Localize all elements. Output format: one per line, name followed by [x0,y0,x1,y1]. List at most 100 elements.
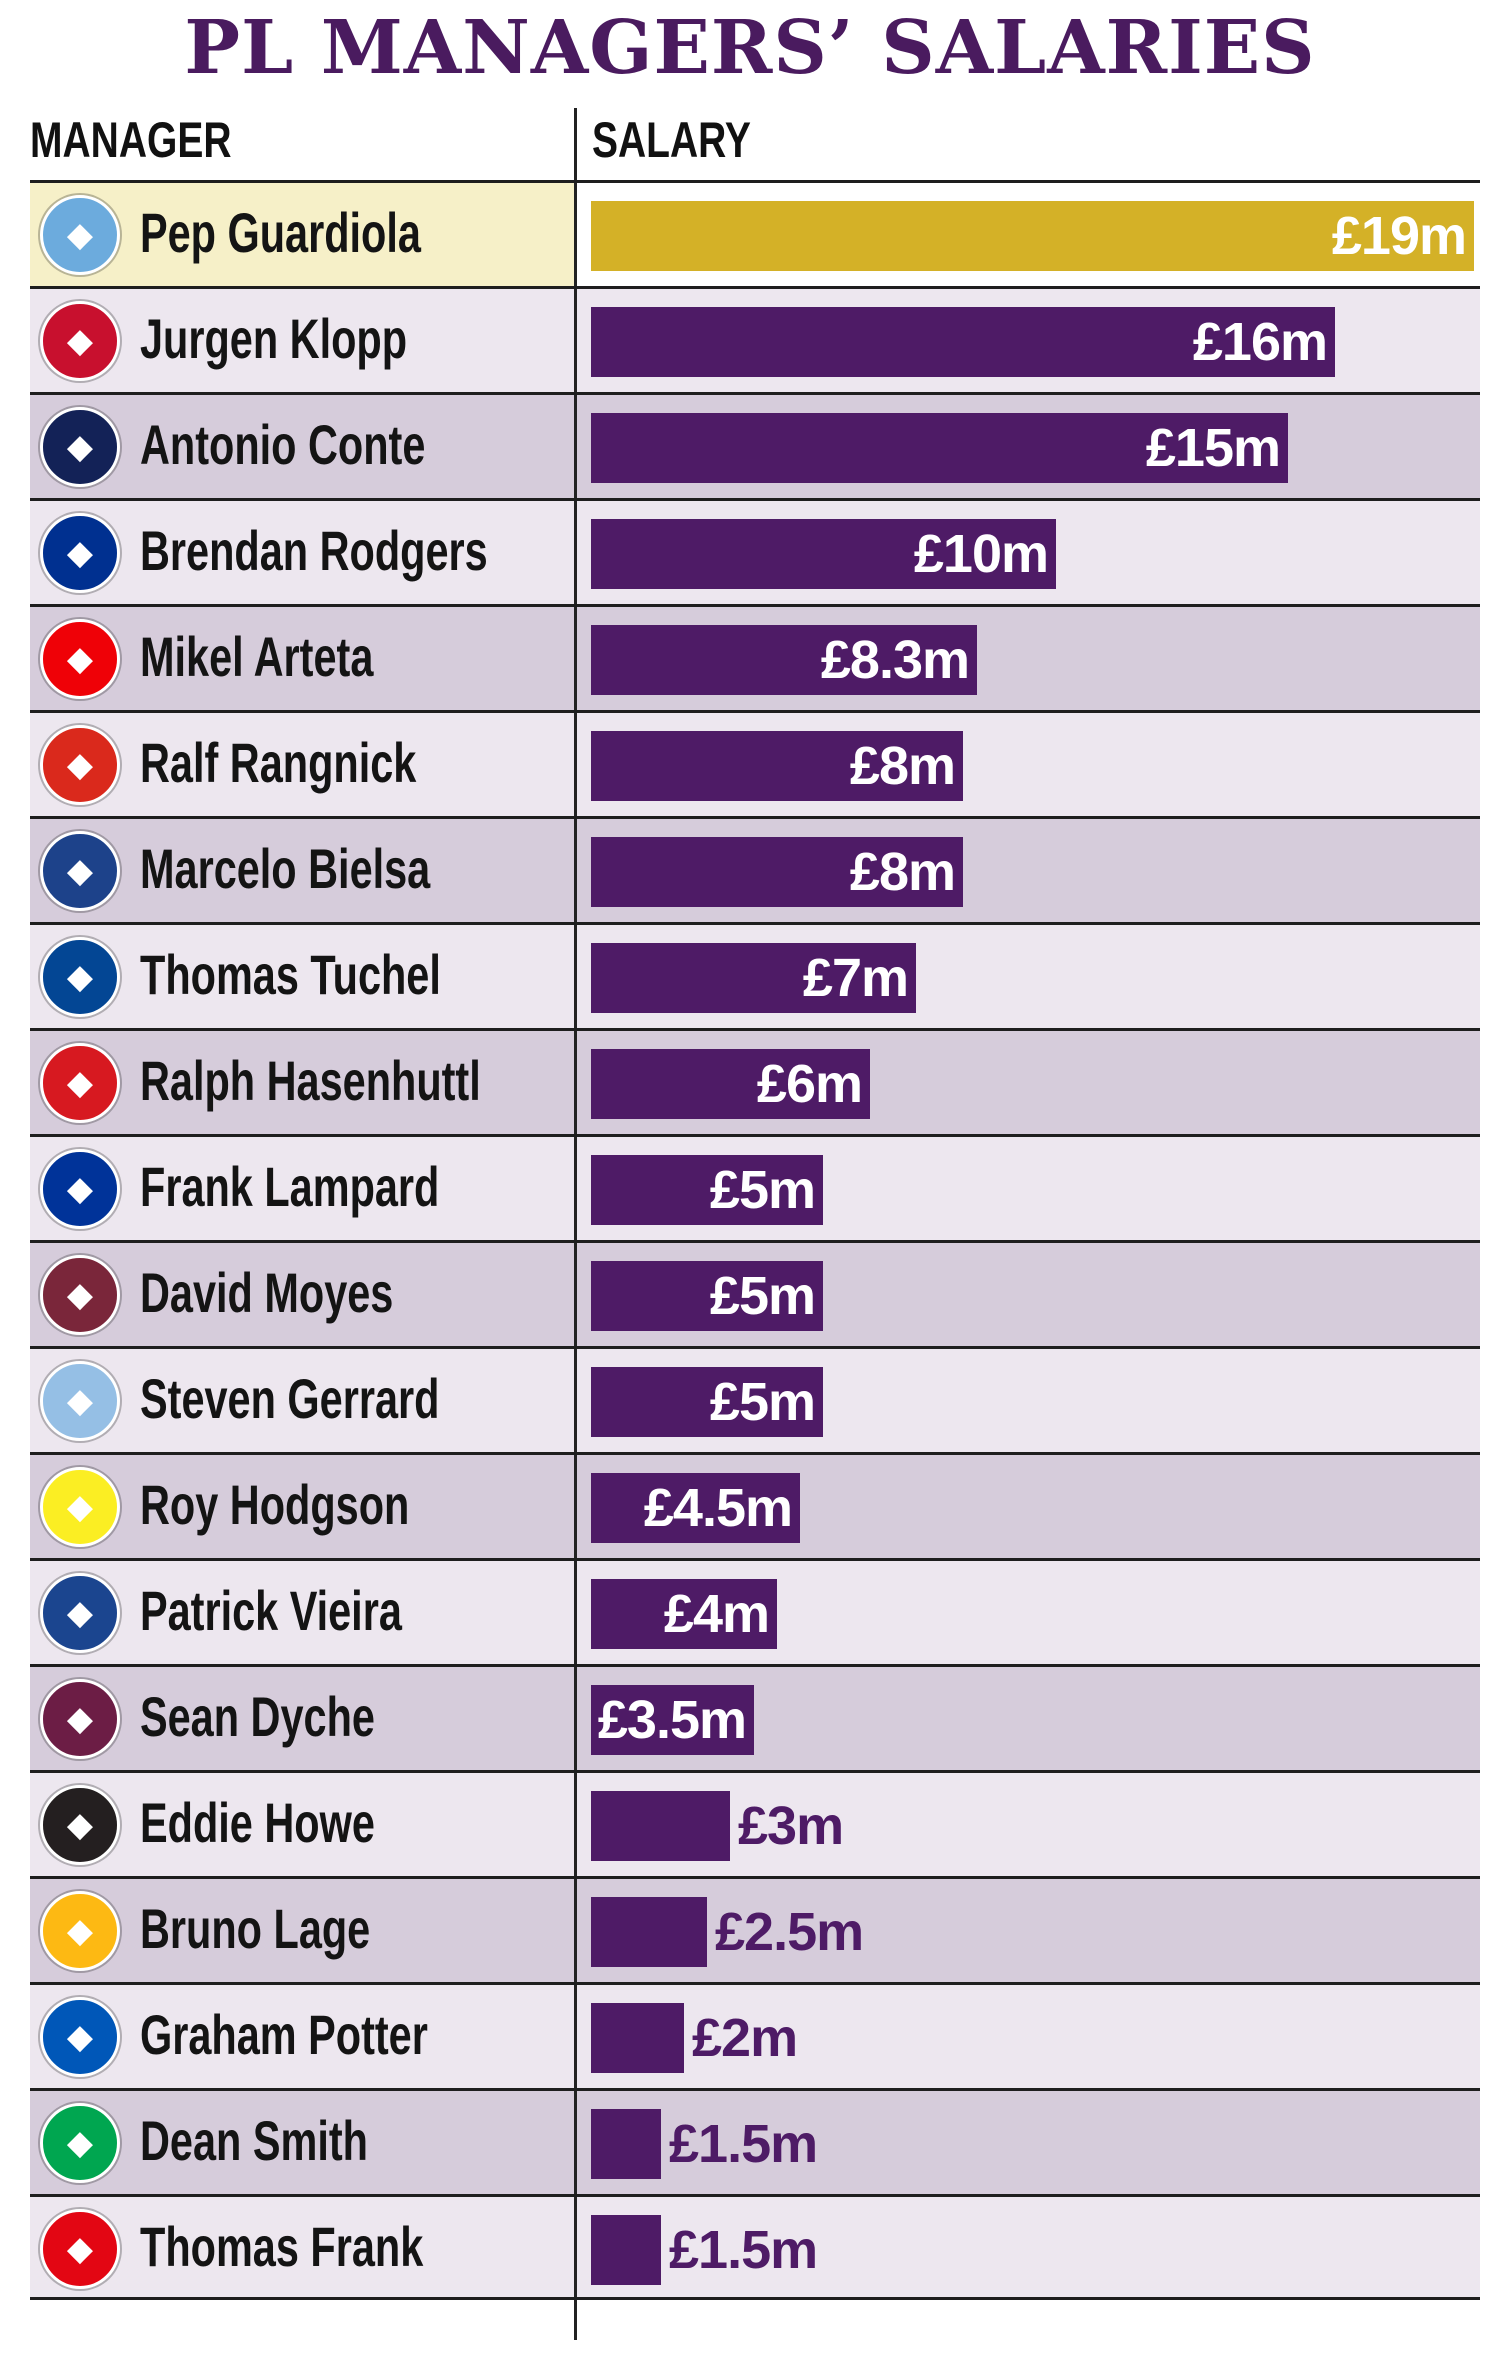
manager-name: Roy Hodgson [140,1473,410,1536]
salary-bar [591,943,916,1013]
salary-cell: £6m [577,1031,1480,1134]
salary-label: £5m [709,1372,816,1432]
salary-bar [591,2003,684,2073]
everton-crest-icon: ◆ [40,1149,120,1229]
manager-name: Jurgen Klopp [140,307,408,370]
manager-name: Ralf Rangnick [140,731,417,794]
salary-bar [591,837,963,907]
salary-cell: £5m [577,1137,1480,1240]
table-row: ◆ Thomas Frank £1.5m [30,2194,1480,2300]
salary-cell: £8m [577,713,1480,816]
salary-cell: £19m [577,183,1480,286]
manager-name: Bruno Lage [140,1897,371,1960]
manager-cell: ◆ Jurgen Klopp [30,289,574,392]
salary-cell: £3.5m [577,1667,1480,1770]
manager-cell: ◆ Bruno Lage [30,1879,574,1982]
salary-cell: £7m [577,925,1480,1028]
salary-label: £10m [913,524,1049,584]
burnley-crest-icon: ◆ [40,1679,120,1759]
salary-label: £7m [802,948,909,1008]
salary-label: £16m [1192,312,1328,372]
brentford-crest-icon: ◆ [40,2209,120,2289]
table-row: ◆ Antonio Conte £15m [30,392,1480,498]
salary-bar [591,1367,823,1437]
table-row: ◆ Patrick Vieira £4m [30,1558,1480,1664]
salary-bar [591,1897,707,1967]
southampton-crest-icon: ◆ [40,1043,120,1123]
table-row: ◆ Sean Dyche £3.5m [30,1664,1480,1770]
chart-title: PL MANAGERS’ SALARIES [184,5,1316,91]
salary-cell: £8m [577,819,1480,922]
salary-label: £3m [738,1796,844,1856]
salary-bar [591,2215,661,2285]
manager-name: Dean Smith [140,2109,368,2172]
table-row: ◆ Bruno Lage £2.5m [30,1876,1480,1982]
salary-bar [591,201,1474,271]
manager-name: Thomas Tuchel [140,943,441,1006]
norwich-crest-icon: ◆ [40,2103,120,2183]
table-row: ◆ Thomas Tuchel £7m [30,922,1480,1028]
manager-name: Eddie Howe [140,1791,375,1854]
manager-name: Antonio Conte [140,413,426,476]
table-row: ◆ Brendan Rodgers £10m [30,498,1480,604]
salary-bar [591,1155,823,1225]
wolves-crest-icon: ◆ [40,1891,120,1971]
manager-cell: ◆ Dean Smith [30,2091,574,2194]
manager-cell: ◆ Thomas Frank [30,2197,574,2297]
table-row: ◆ Eddie Howe £3m [30,1770,1480,1876]
manager-cell: ◆ Antonio Conte [30,395,574,498]
salary-bar [591,1261,823,1331]
salary-column-header: SALARY [592,112,751,168]
salary-bar [591,731,963,801]
manager-cell: ◆ Roy Hodgson [30,1455,574,1558]
salary-bar [591,519,1056,589]
manager-name: Marcelo Bielsa [140,837,431,900]
salary-label: £1.5m [669,2220,818,2280]
manager-name: Thomas Frank [140,2215,424,2278]
table-row: ◆ Jurgen Klopp £16m [30,286,1480,392]
salary-cell: £4m [577,1561,1480,1664]
manager-name: Brendan Rodgers [140,519,488,582]
salary-cell: £2m [577,1985,1480,2088]
chelsea-crest-icon: ◆ [40,937,120,1017]
arsenal-crest-icon: ◆ [40,619,120,699]
salary-label: £6m [756,1054,863,1114]
manager-cell: ◆ Brendan Rodgers [30,501,574,604]
table-row: ◆ Ralph Hasenhuttl £6m [30,1028,1480,1134]
watford-crest-icon: ◆ [40,1467,120,1547]
table-row: ◆ Pep Guardiola £19m [30,180,1480,286]
salary-cell: £16m [577,289,1480,392]
salary-bar [591,2109,661,2179]
crystal-palace-crest-icon: ◆ [40,1573,120,1653]
table-row: ◆ Steven Gerrard £5m [30,1346,1480,1452]
manager-name: Mikel Arteta [140,625,374,688]
salary-bar [591,625,977,695]
manager-column-header: MANAGER [30,112,232,168]
column-divider [574,108,577,2340]
salary-label: £8m [849,842,956,902]
manager-cell: ◆ Ralph Hasenhuttl [30,1031,574,1134]
salary-cell: £4.5m [577,1455,1480,1558]
manager-cell: ◆ David Moyes [30,1243,574,1346]
west-ham-crest-icon: ◆ [40,1255,120,1335]
manager-name: David Moyes [140,1261,394,1324]
manager-cell: ◆ Ralf Rangnick [30,713,574,816]
table-row: ◆ David Moyes £5m [30,1240,1480,1346]
salary-label: £1.5m [669,2114,818,2174]
leeds-crest-icon: ◆ [40,831,120,911]
manager-cell: ◆ Patrick Vieira [30,1561,574,1664]
manager-name: Frank Lampard [140,1155,440,1218]
salary-label: £4m [663,1584,770,1644]
salary-bar [591,307,1335,377]
tottenham-crest-icon: ◆ [40,407,120,487]
salary-label: £8.3m [820,630,970,690]
leicester-crest-icon: ◆ [40,513,120,593]
salary-cell: £1.5m [577,2091,1480,2194]
man-utd-crest-icon: ◆ [40,725,120,805]
salary-cell: £8.3m [577,607,1480,710]
manager-cell: ◆ Graham Potter [30,1985,574,2088]
manager-cell: ◆ Marcelo Bielsa [30,819,574,922]
manager-name: Patrick Vieira [140,1579,402,1642]
salary-label: £8m [849,736,956,796]
manager-name: Sean Dyche [140,1685,375,1748]
